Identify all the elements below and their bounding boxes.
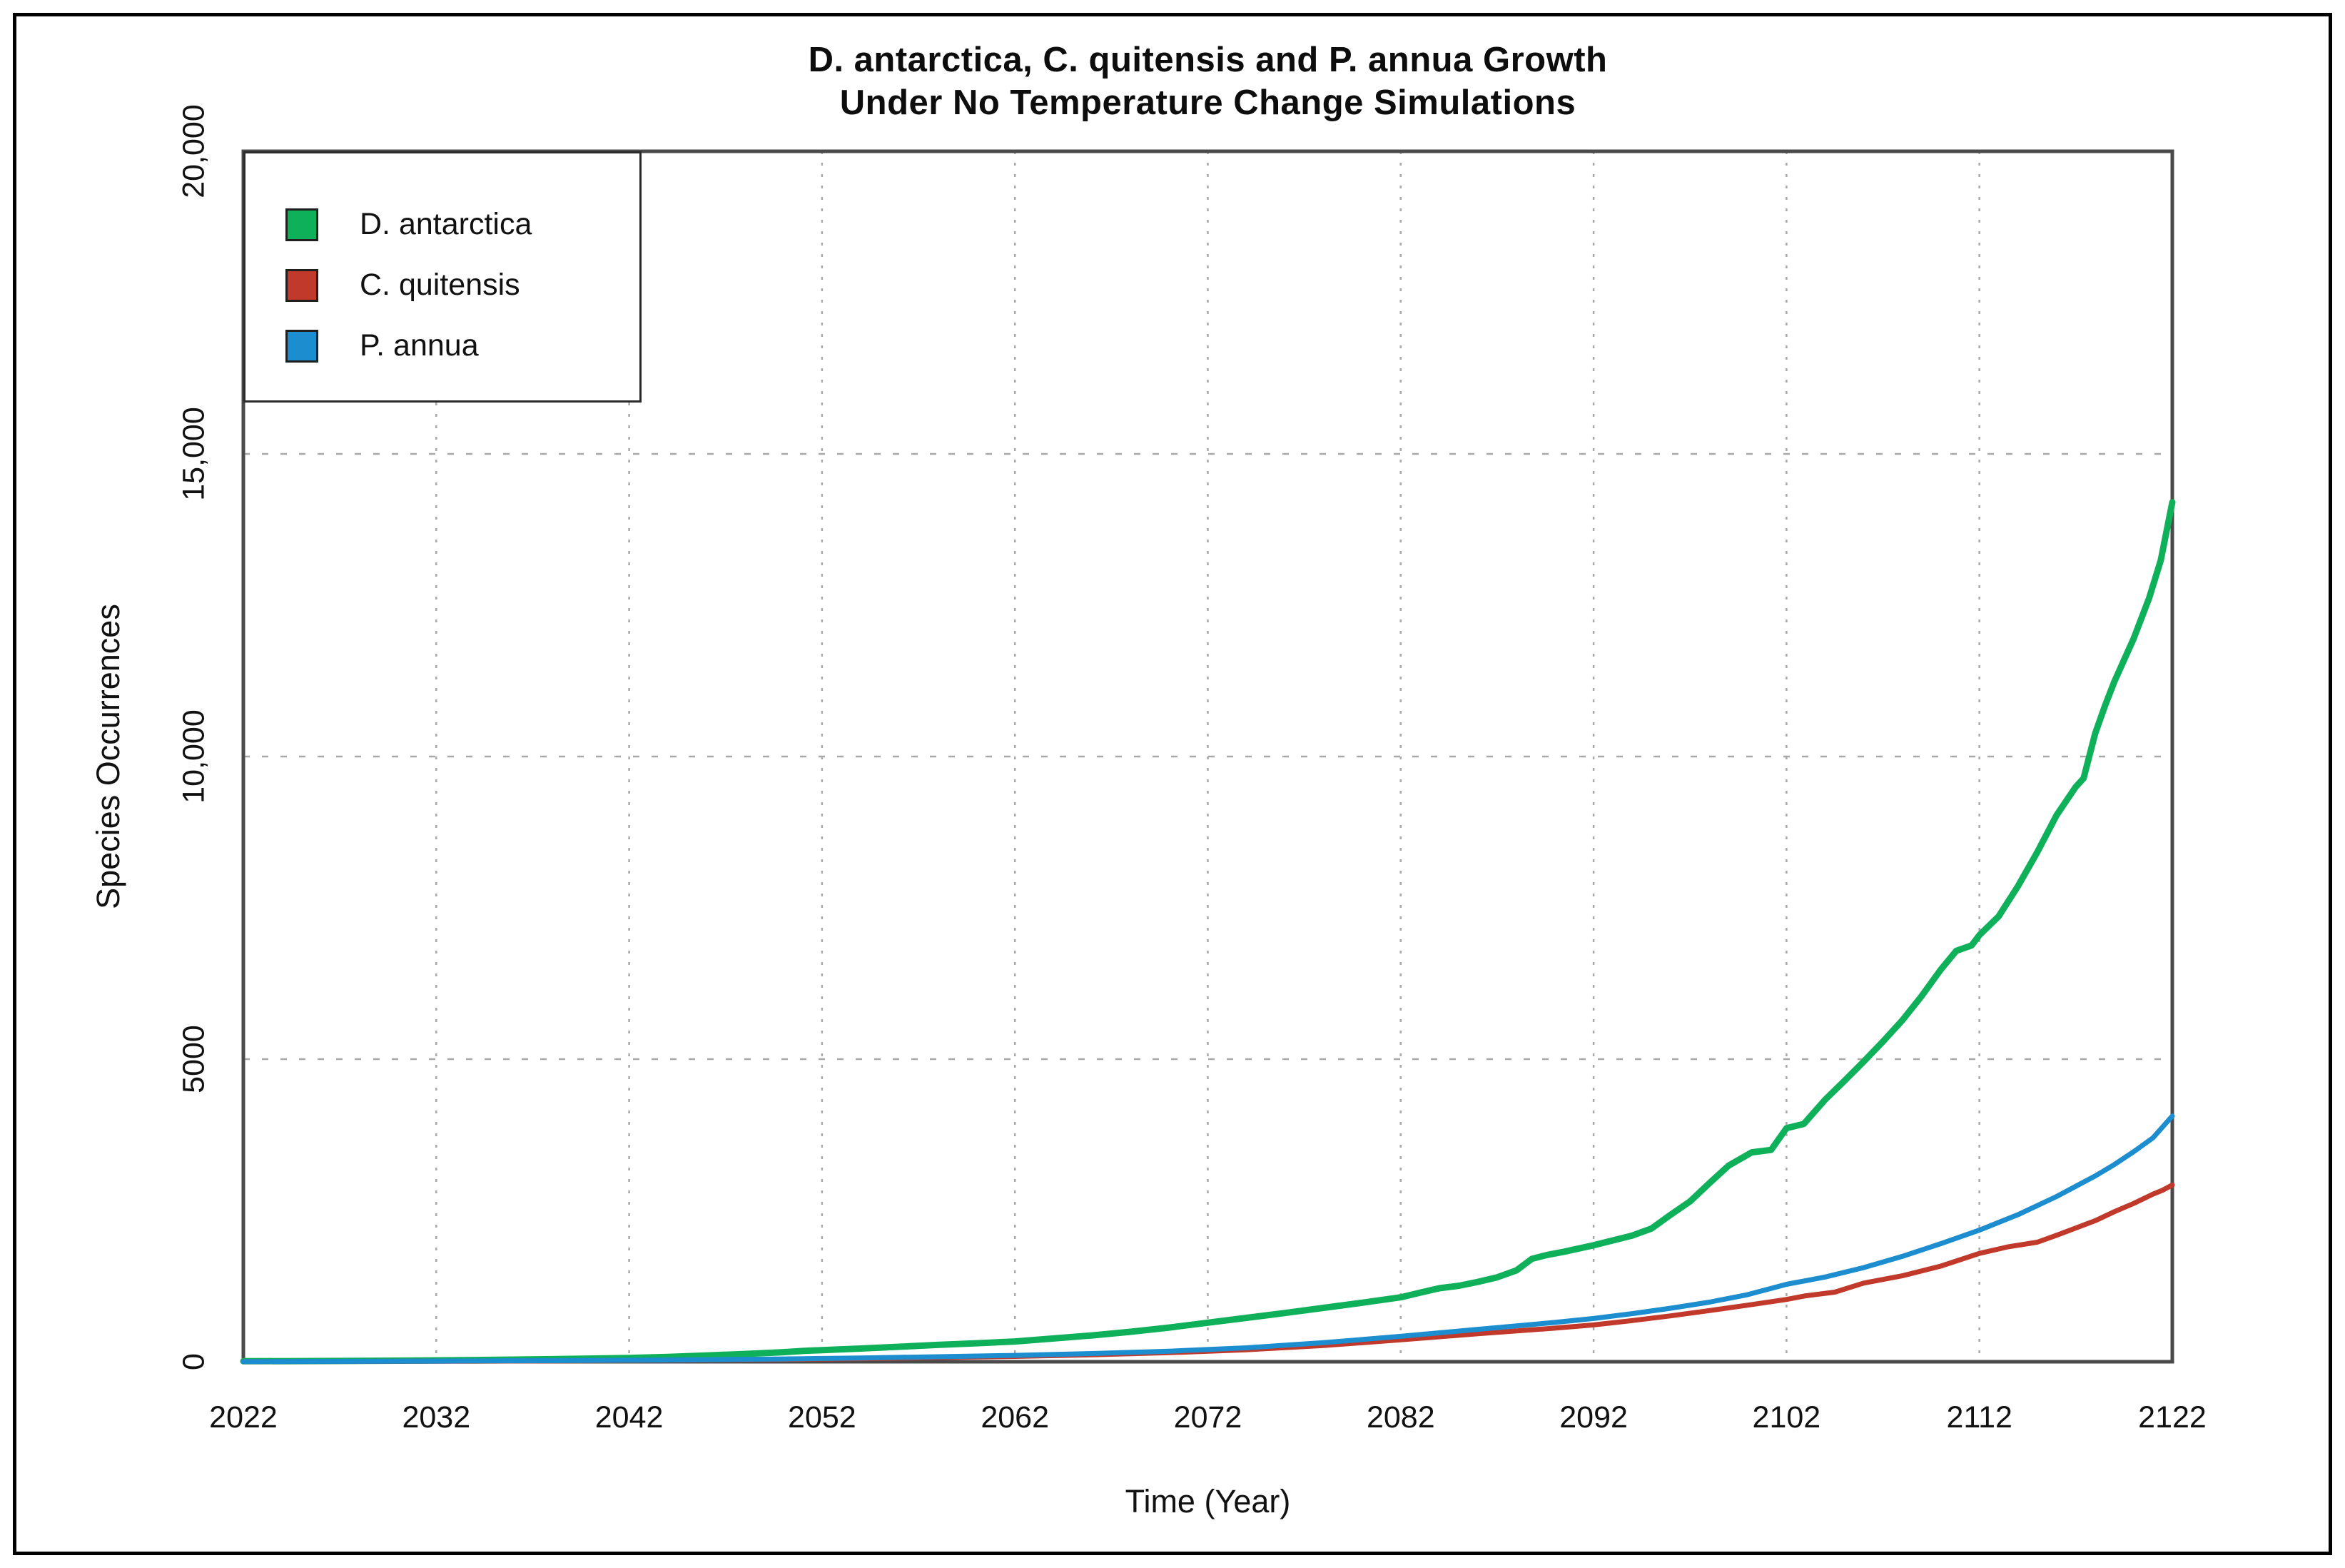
chart-title: D. antarctica, C. quitensis and P. annua… xyxy=(243,39,2172,124)
plot-frame xyxy=(241,149,2174,1364)
x-tick-label: 2042 xyxy=(594,1400,664,1435)
series-line-p-annua xyxy=(240,1113,2175,1365)
series-line-d-antarctica xyxy=(240,499,2176,1365)
y-tick-label: 20,000 xyxy=(176,104,211,198)
y-axis-title: Species Occurrences xyxy=(90,604,126,909)
chart-title-line2: Under No Temperature Change Simulations xyxy=(839,84,1576,122)
legend-swatch-c-quitensis xyxy=(285,268,318,302)
x-tick-label: 2122 xyxy=(2138,1400,2207,1435)
y-tick-label: 0 xyxy=(176,1353,211,1370)
x-tick-label: 2072 xyxy=(1173,1400,1242,1435)
y-tick-label: 5000 xyxy=(176,1025,211,1093)
legend-swatch-d-antarctica xyxy=(285,208,318,241)
x-tick-label: 2102 xyxy=(1752,1400,1821,1435)
legend-swatch-p-annua xyxy=(285,329,318,363)
x-tick-label: 2092 xyxy=(1559,1400,1628,1435)
x-tick-label: 2052 xyxy=(788,1400,856,1435)
x-tick-label: 2112 xyxy=(1946,1400,2012,1435)
figure-border xyxy=(13,13,2332,1555)
legend-label: C. quitensis xyxy=(360,268,520,302)
x-tick-label: 2062 xyxy=(981,1400,1050,1435)
x-tick-label: 2082 xyxy=(1366,1400,1435,1435)
y-tick-label: 10,000 xyxy=(176,709,211,804)
series-line-c-quitensis xyxy=(240,1182,2175,1365)
legend-item: D. antarctica xyxy=(285,207,639,242)
y-tick-label: 15,000 xyxy=(176,407,211,501)
legend-label: D. antarctica xyxy=(360,207,532,241)
legend-item: P. annua xyxy=(285,328,639,363)
legend-item: C. quitensis xyxy=(285,268,639,303)
legend-label: P. annua xyxy=(360,328,479,363)
legend: D. antarctica C. quitensis P. annua xyxy=(243,151,642,403)
x-axis-title: Time (Year) xyxy=(1125,1483,1291,1519)
chart-title-line1: D. antarctica, C. quitensis and P. annua… xyxy=(808,41,1608,79)
x-tick-label: 2032 xyxy=(402,1400,471,1435)
x-tick-label: 2022 xyxy=(209,1400,278,1435)
